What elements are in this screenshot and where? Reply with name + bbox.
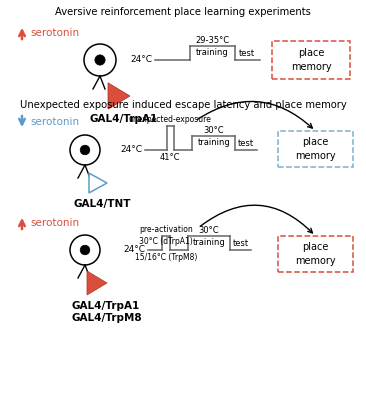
Text: test: test — [238, 139, 254, 148]
Text: training: training — [198, 138, 230, 147]
Text: place
memory: place memory — [295, 242, 336, 266]
Text: pre-activation: pre-activation — [139, 225, 193, 234]
Text: training: training — [195, 48, 228, 57]
Text: place
memory: place memory — [295, 137, 336, 160]
Text: test: test — [233, 239, 249, 248]
Text: serotonin: serotonin — [30, 28, 79, 38]
Text: serotonin: serotonin — [30, 218, 79, 228]
Text: Aversive reinforcement place learning experiments: Aversive reinforcement place learning ex… — [55, 7, 311, 17]
Text: GAL4/TrpA1: GAL4/TrpA1 — [71, 301, 139, 311]
Text: GAL4/TNT: GAL4/TNT — [73, 199, 131, 209]
Polygon shape — [87, 271, 107, 295]
Text: GAL4/TrpA1: GAL4/TrpA1 — [90, 114, 158, 124]
Text: test: test — [239, 49, 255, 58]
Text: 15/16°C (TrpM8): 15/16°C (TrpM8) — [135, 253, 197, 262]
Text: 24°C: 24°C — [123, 246, 145, 254]
Text: 29-35°C: 29-35°C — [195, 36, 229, 45]
Text: 41°C: 41°C — [160, 153, 180, 162]
Circle shape — [95, 55, 105, 65]
Circle shape — [80, 245, 90, 255]
Text: unexpected-exposure: unexpected-exposure — [128, 115, 212, 124]
Text: 30°C: 30°C — [199, 226, 219, 235]
Polygon shape — [89, 173, 107, 193]
Text: 30°C: 30°C — [204, 126, 224, 135]
Text: Unexpected exposure induced escape latency and place memory: Unexpected exposure induced escape laten… — [20, 100, 346, 110]
Text: 30°C (dTrpA1): 30°C (dTrpA1) — [139, 237, 193, 246]
Text: place
memory: place memory — [291, 48, 331, 72]
Text: 24°C: 24°C — [130, 56, 152, 64]
Polygon shape — [108, 83, 130, 109]
Text: training: training — [193, 238, 225, 247]
Text: GAL4/TrpM8: GAL4/TrpM8 — [71, 313, 142, 323]
Circle shape — [80, 145, 90, 155]
Text: serotonin: serotonin — [30, 117, 79, 127]
Text: 24°C: 24°C — [120, 146, 142, 154]
